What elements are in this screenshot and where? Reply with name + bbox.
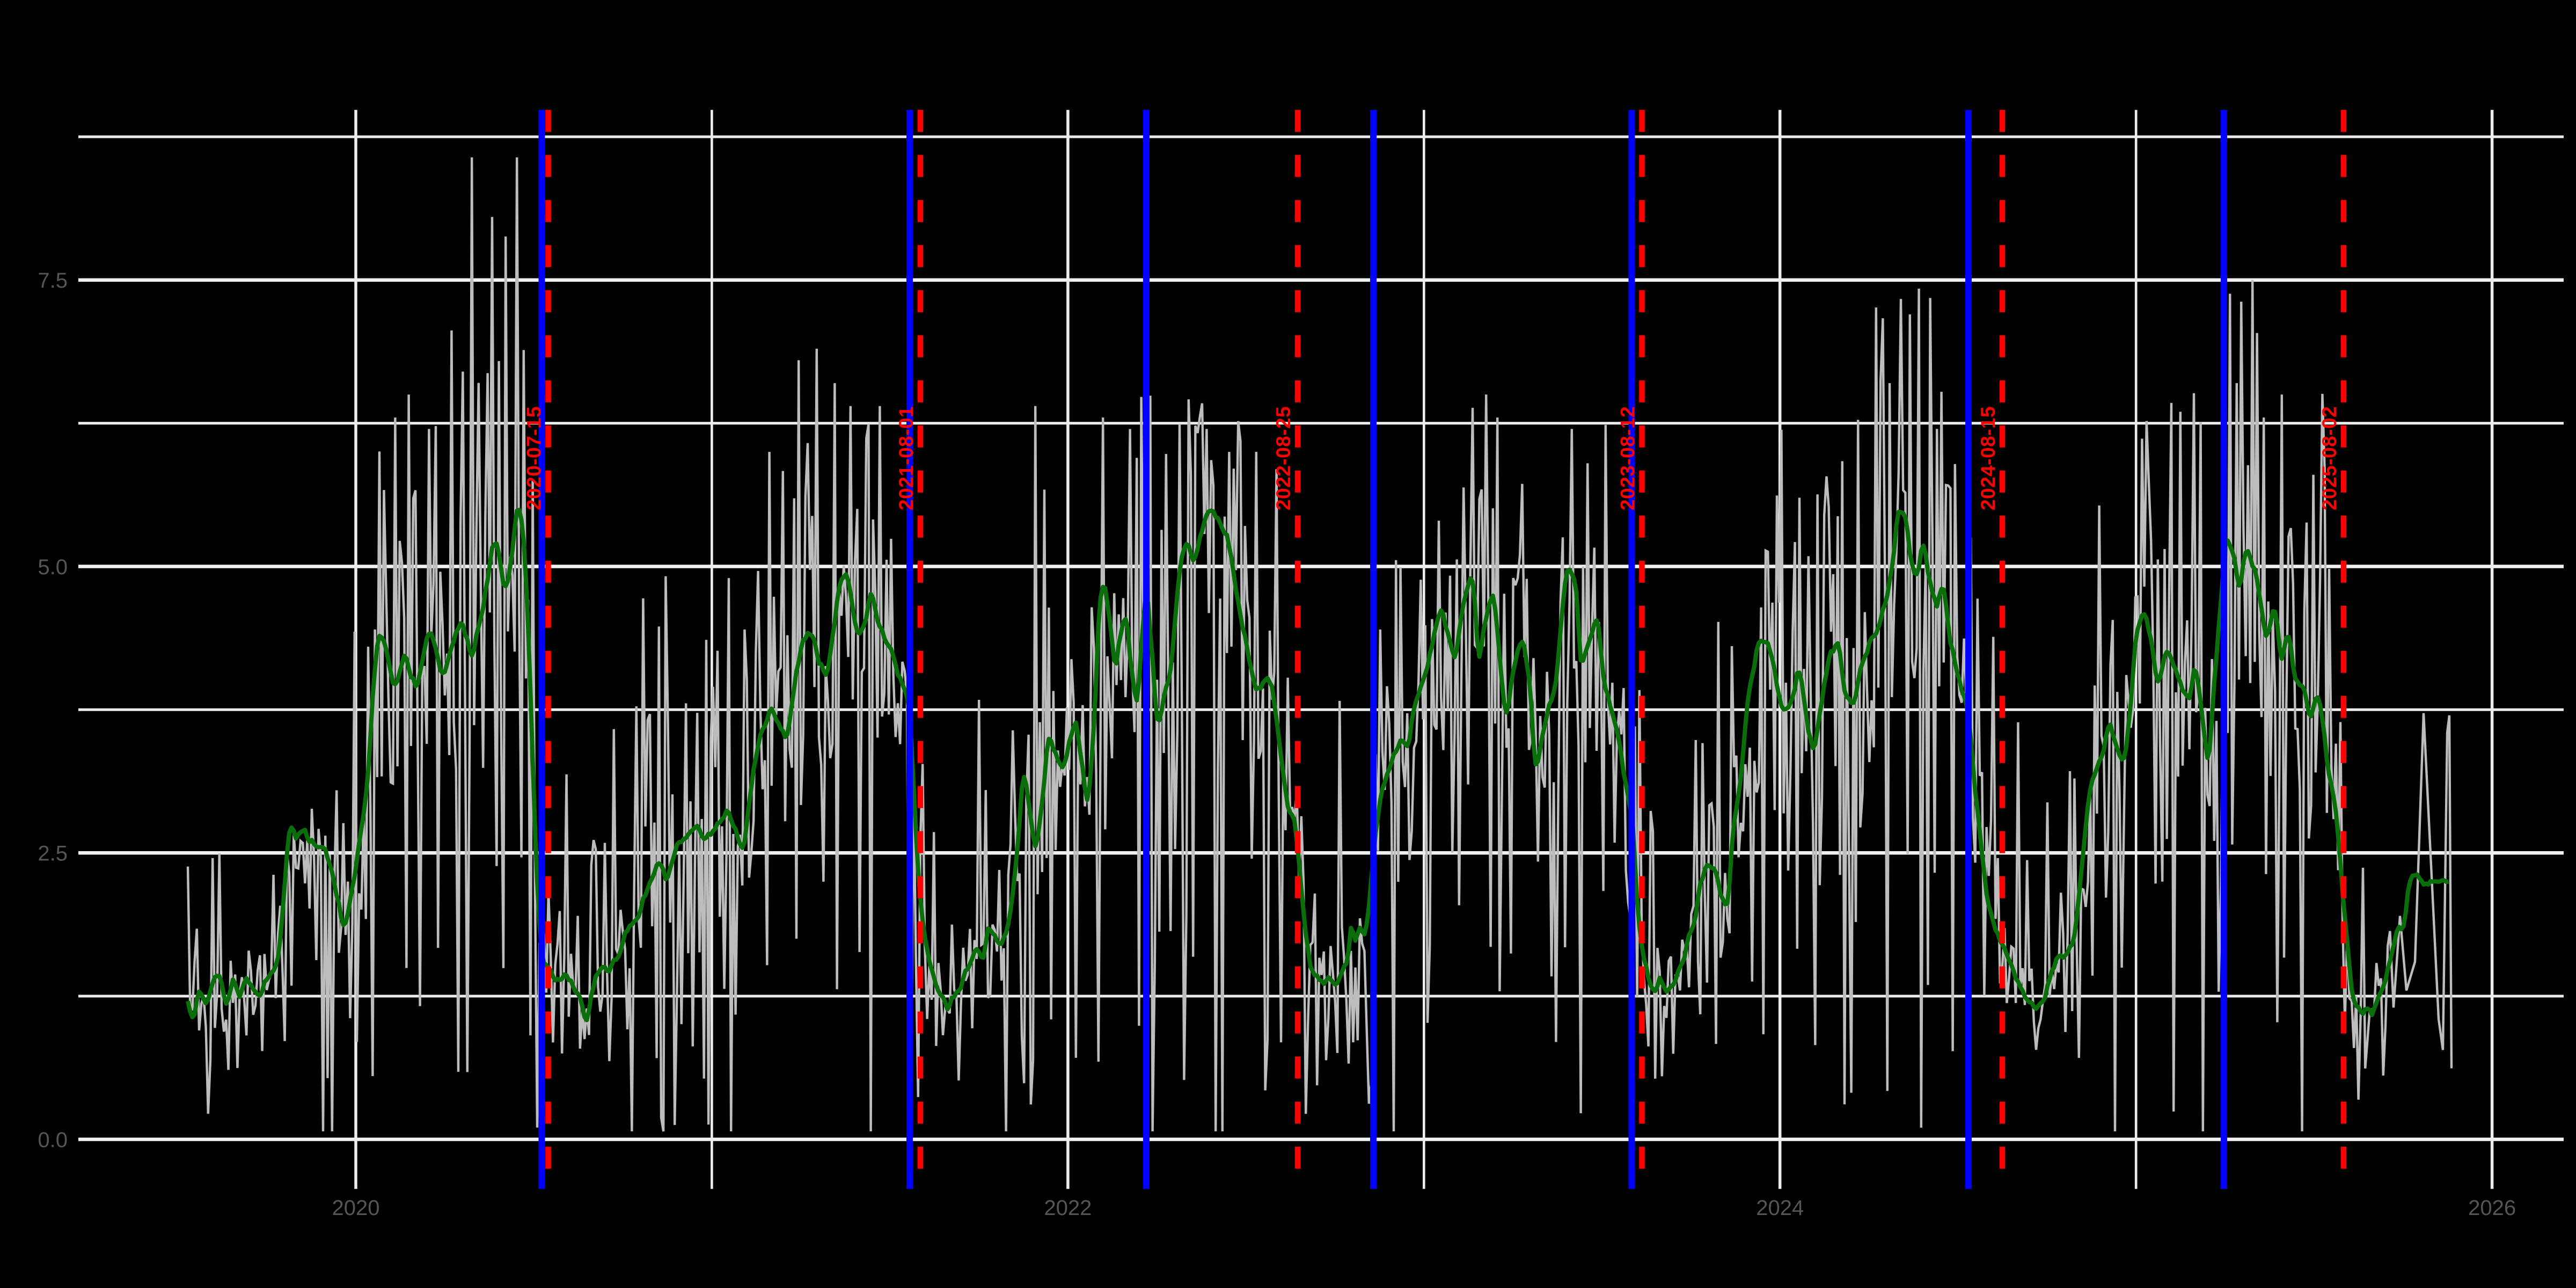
svg-text:2022: 2022 <box>1044 1196 1092 1220</box>
svg-text:2021-08-01: 2021-08-01 <box>895 406 917 510</box>
svg-text:7.5: 7.5 <box>38 269 68 292</box>
svg-text:2022-08-25: 2022-08-25 <box>1272 406 1294 510</box>
svg-text:2024: 2024 <box>1756 1196 1804 1220</box>
svg-text:2020-07-15: 2020-07-15 <box>523 406 545 510</box>
svg-text:2023-08-12: 2023-08-12 <box>1617 406 1639 510</box>
svg-text:2020: 2020 <box>332 1196 380 1220</box>
svg-text:0.0: 0.0 <box>38 1128 68 1152</box>
svg-text:2025-08-02: 2025-08-02 <box>2318 406 2340 510</box>
svg-text:2024-08-15: 2024-08-15 <box>1977 406 1999 510</box>
svg-text:2026: 2026 <box>2468 1196 2516 1220</box>
svg-text:5.0: 5.0 <box>38 555 68 579</box>
svg-text:2.5: 2.5 <box>38 842 68 866</box>
